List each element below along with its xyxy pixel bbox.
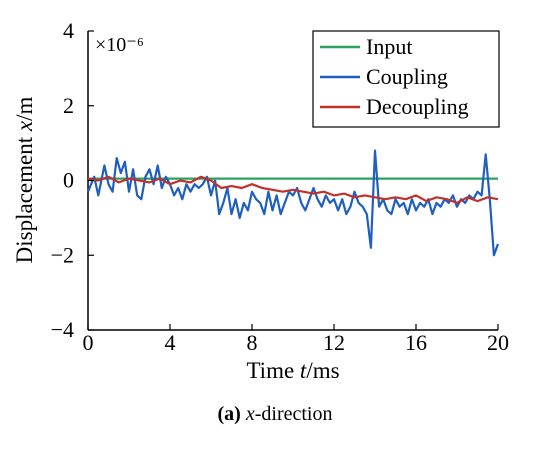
x-tick-label: 12 (323, 330, 345, 355)
series-line-coupling (86, 149, 500, 257)
x-tick-label: 0 (83, 330, 94, 355)
series-layer (86, 149, 500, 257)
legend-label-input: Input (366, 34, 412, 59)
scale-note: ×10⁻⁶ (95, 34, 144, 56)
legend-label-coupling: Coupling (366, 64, 448, 89)
x-axis-label: Time t/ms (246, 358, 339, 383)
x-tick-label: 20 (487, 330, 509, 355)
x-tick-label: 16 (405, 330, 427, 355)
legend: Input Coupling Decoupling (312, 30, 500, 128)
y-tick-label: −2 (51, 242, 74, 267)
x-tick-label: 8 (247, 330, 258, 355)
y-tick-label: 0 (63, 168, 74, 193)
x-tick-label: 4 (165, 330, 176, 355)
y-tick-label: 2 (63, 93, 74, 118)
y-tick-label: 4 (63, 18, 74, 43)
y-tick-label: −4 (51, 317, 74, 342)
y-axis-label: Displacement x/m (12, 97, 37, 264)
figure-caption: (a) x-direction (218, 403, 333, 425)
series-line-decoupling (87, 175, 499, 204)
legend-label-decoupling: Decoupling (366, 94, 469, 119)
